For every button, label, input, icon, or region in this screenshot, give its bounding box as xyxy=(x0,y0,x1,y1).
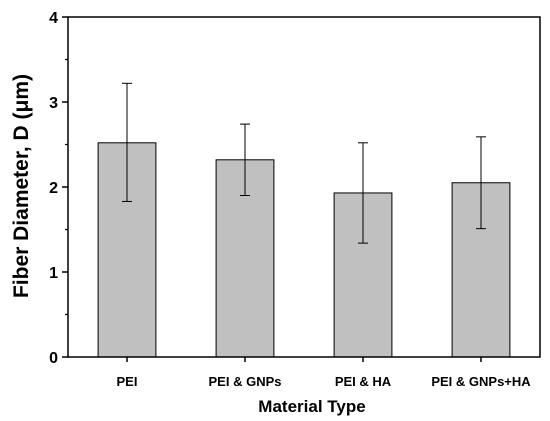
y-tick-label: 2 xyxy=(49,180,58,197)
y-axis-title: Fiber Diameter, D (μm) xyxy=(10,74,33,298)
x-tick-label: PEI & HA xyxy=(335,374,392,389)
x-tick-label: PEI & GNPs+HA xyxy=(431,374,531,389)
labels-layer: PEI PEI & GNPs PEI & HA PEI & GNPs+HA 0 1 2 3 4 xyxy=(49,10,531,389)
y-tick-label: 0 xyxy=(49,350,58,367)
x-tick-label: PEI & GNPs xyxy=(209,374,282,389)
x-axis-title: Material Type xyxy=(258,397,365,416)
bars-layer xyxy=(97,142,511,358)
y-tick-label: 4 xyxy=(49,10,58,27)
x-tick-label: PEI xyxy=(117,374,138,389)
y-tick-label: 3 xyxy=(49,95,58,112)
error-bars-layer xyxy=(122,82,486,244)
axes-layer xyxy=(62,16,541,362)
y-tick-label: 1 xyxy=(49,265,58,282)
